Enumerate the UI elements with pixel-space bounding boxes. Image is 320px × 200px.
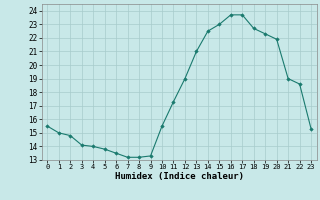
X-axis label: Humidex (Indice chaleur): Humidex (Indice chaleur) (115, 172, 244, 181)
